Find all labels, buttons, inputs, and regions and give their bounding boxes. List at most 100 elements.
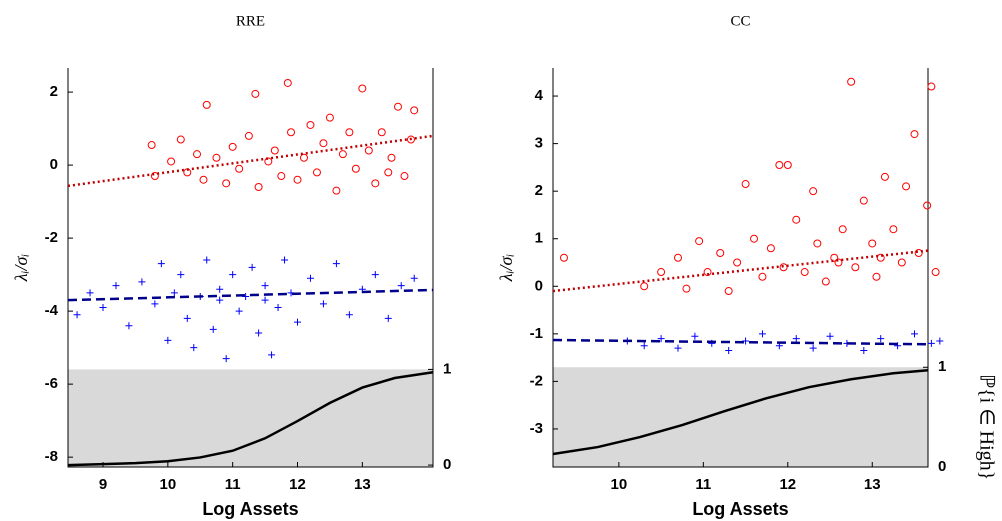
y-axis-label: λᵢ/σᵢ xyxy=(496,254,516,283)
y2-tick-label: 1 xyxy=(443,360,451,377)
point xyxy=(880,172,889,181)
point xyxy=(792,335,800,343)
y-tick-label: -2 xyxy=(530,372,543,389)
point xyxy=(281,256,289,264)
y-tick-label: -8 xyxy=(45,448,58,465)
point xyxy=(345,311,353,319)
y-tick-label: 4 xyxy=(535,87,544,104)
point xyxy=(724,287,733,296)
point xyxy=(150,172,159,181)
point xyxy=(716,248,725,257)
point xyxy=(222,355,230,363)
point xyxy=(299,153,308,162)
point xyxy=(242,293,250,301)
point xyxy=(733,258,742,267)
y-tick-label: 3 xyxy=(535,135,543,152)
point xyxy=(927,82,936,91)
point xyxy=(830,253,839,262)
point xyxy=(235,307,243,315)
point xyxy=(229,271,237,279)
point xyxy=(270,146,279,155)
point xyxy=(876,253,885,262)
point xyxy=(193,150,202,159)
point xyxy=(306,274,314,282)
point xyxy=(410,274,418,282)
point xyxy=(682,284,691,293)
point xyxy=(923,201,932,210)
point xyxy=(202,100,211,109)
point xyxy=(910,330,918,338)
point xyxy=(209,325,217,333)
point xyxy=(927,339,935,347)
probability-region xyxy=(553,367,928,467)
point xyxy=(809,187,818,196)
point xyxy=(868,239,877,248)
point xyxy=(274,303,282,311)
point xyxy=(674,253,682,262)
x-axis-label: Log Assets xyxy=(202,499,298,519)
point xyxy=(559,253,568,262)
fit-line xyxy=(67,371,434,467)
point xyxy=(406,135,415,144)
point xyxy=(826,332,834,340)
y-tick-label: 2 xyxy=(535,182,543,199)
fit-line xyxy=(67,288,434,302)
x-tick-label: 12 xyxy=(289,476,306,493)
point xyxy=(222,179,231,188)
point xyxy=(691,332,699,340)
point xyxy=(766,244,775,253)
axis-frame xyxy=(552,68,929,468)
point xyxy=(783,161,792,170)
point xyxy=(235,164,244,173)
point xyxy=(332,260,340,268)
point xyxy=(657,268,666,277)
point xyxy=(851,263,860,272)
x-axis-label: Log Assets xyxy=(692,499,788,519)
point xyxy=(910,130,919,139)
point xyxy=(914,248,923,257)
point xyxy=(758,330,766,338)
fit-line xyxy=(552,338,929,346)
point xyxy=(190,344,198,352)
point xyxy=(387,153,396,162)
point xyxy=(779,263,788,272)
fit-line xyxy=(552,249,929,293)
point xyxy=(261,296,269,304)
y-tick-label: 0 xyxy=(50,156,58,173)
point xyxy=(319,139,328,148)
point xyxy=(212,153,221,162)
point xyxy=(384,314,392,322)
y2-tick-label: 1 xyxy=(938,358,946,375)
point xyxy=(821,277,830,286)
point xyxy=(268,351,276,359)
point xyxy=(889,225,898,234)
point xyxy=(695,237,704,246)
point xyxy=(244,131,253,140)
y-tick-label: -1 xyxy=(530,325,543,342)
point xyxy=(254,183,263,192)
x-tick-label: 11 xyxy=(695,476,711,493)
point xyxy=(151,300,159,308)
point xyxy=(176,135,185,144)
axis-frame xyxy=(67,68,434,468)
point xyxy=(775,161,784,170)
point xyxy=(306,120,315,129)
y-tick-label: 1 xyxy=(535,230,543,247)
x-tick-label: 10 xyxy=(159,476,176,493)
x-tick-label: 12 xyxy=(779,476,796,493)
point xyxy=(809,344,817,352)
point xyxy=(877,335,885,343)
point xyxy=(99,303,107,311)
point xyxy=(377,128,386,137)
fit-line xyxy=(552,368,929,456)
y-tick-label: -3 xyxy=(530,420,543,437)
point xyxy=(640,342,648,350)
point xyxy=(902,182,911,191)
point xyxy=(936,337,944,345)
point xyxy=(177,271,185,279)
point xyxy=(674,344,682,352)
y-tick-label: -2 xyxy=(45,229,58,246)
point xyxy=(312,168,321,177)
y-tick-label: -6 xyxy=(45,375,58,392)
y2-tick-label: 0 xyxy=(443,456,451,473)
